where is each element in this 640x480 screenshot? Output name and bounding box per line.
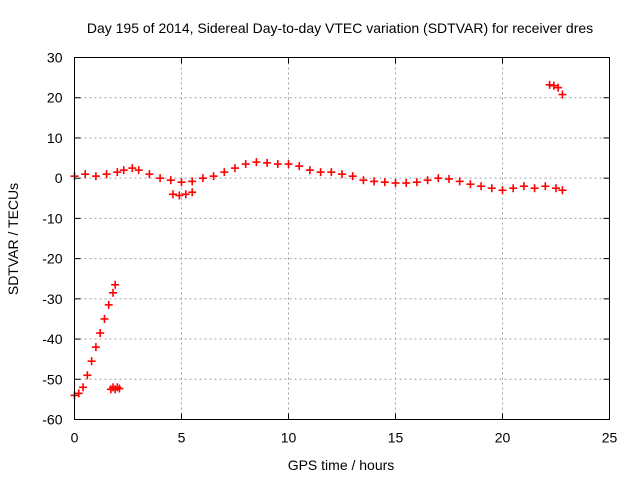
data-point: [552, 184, 560, 193]
data-point: [370, 177, 379, 186]
x-tick-label: 15: [388, 430, 404, 446]
y-tick-label: -60: [42, 412, 62, 428]
data-point: [487, 184, 496, 193]
data-point: [100, 314, 109, 323]
data-point: [338, 170, 346, 179]
data-point: [434, 174, 443, 183]
axis-ticks: [74, 57, 610, 420]
data-point: [391, 178, 400, 187]
y-tick-label: 30: [47, 50, 63, 66]
data-point: [380, 178, 389, 187]
x-axis-label: GPS time / hours: [288, 457, 395, 473]
y-tick-label: -40: [42, 331, 62, 347]
data-point: [316, 168, 325, 177]
data-point: [188, 177, 197, 186]
data-point: [445, 174, 453, 183]
data-point: [134, 166, 143, 175]
plot-grid: [74, 57, 610, 420]
data-point: [145, 170, 154, 179]
y-axis-label: SDTVAR / TECUs: [5, 183, 21, 295]
data-point: [295, 162, 304, 171]
series-segment-high-cluster: [545, 80, 567, 99]
x-tick-label: 5: [178, 430, 186, 446]
data-point: [111, 280, 120, 289]
data-point: [168, 190, 177, 199]
x-tick-labels: 0 5 10 15 20 25: [71, 430, 618, 446]
data-point: [359, 176, 368, 185]
series-segment-lower-cluster: [106, 383, 124, 394]
data-point: [128, 164, 137, 173]
data-points: [70, 80, 567, 400]
x-tick-label: 20: [495, 430, 511, 446]
data-point: [477, 182, 486, 191]
data-point: [545, 80, 554, 89]
y-tick-label: 10: [47, 130, 63, 146]
data-point: [423, 176, 432, 185]
x-tick-label: 0: [71, 430, 79, 446]
y-tick-label: -20: [42, 251, 62, 267]
y-tick-label: 0: [55, 170, 63, 186]
data-point: [466, 180, 475, 189]
data-point: [231, 164, 239, 173]
data-point: [327, 168, 336, 177]
data-point: [241, 160, 250, 169]
y-tick-labels: 30 20 10 0 -10 -20 -30 -40 -50 -60: [42, 50, 62, 428]
data-point: [83, 371, 92, 380]
data-point: [455, 177, 464, 186]
data-point: [263, 158, 272, 167]
data-point: [348, 172, 357, 181]
data-point: [305, 166, 314, 175]
series-segment-rising-branch: [70, 280, 120, 400]
data-point: [541, 182, 550, 191]
data-point: [87, 357, 96, 366]
data-point: [554, 83, 563, 92]
data-point: [175, 191, 184, 200]
data-point: [209, 172, 218, 181]
data-point: [558, 186, 567, 195]
data-point: [109, 288, 118, 297]
data-point: [252, 158, 261, 167]
x-tick-label: 10: [281, 430, 297, 446]
data-point: [81, 170, 90, 179]
data-point: [91, 172, 100, 181]
data-point: [412, 178, 421, 187]
data-point: [498, 186, 507, 195]
data-point: [177, 178, 186, 187]
data-point: [198, 174, 207, 183]
data-point: [96, 329, 105, 338]
data-point: [558, 90, 567, 99]
data-point: [156, 174, 165, 183]
data-point: [79, 383, 88, 392]
data-point: [549, 81, 558, 90]
data-point: [402, 178, 411, 187]
x-tick-label: 25: [602, 430, 618, 446]
y-tick-label: -10: [42, 210, 62, 226]
data-point: [273, 160, 282, 169]
data-point: [104, 300, 113, 309]
series-segment-main-trace: [70, 158, 567, 195]
data-point: [188, 188, 197, 197]
data-point: [113, 168, 122, 177]
data-point: [181, 190, 190, 199]
data-point: [509, 184, 518, 193]
chart-title: Day 195 of 2014, Sidereal Day-to-day VTE…: [87, 20, 593, 36]
plot-frame: [74, 57, 610, 420]
data-point: [519, 182, 528, 191]
data-point: [102, 170, 111, 179]
y-tick-label: 20: [47, 90, 63, 106]
y-tick-label: -50: [42, 371, 62, 387]
data-point: [119, 166, 128, 175]
data-point: [115, 384, 124, 393]
y-tick-label: -30: [42, 291, 62, 307]
data-point: [166, 176, 175, 185]
data-point: [91, 343, 100, 352]
data-point: [284, 160, 293, 169]
data-point: [220, 168, 229, 177]
data-point: [530, 184, 539, 193]
data-point: [74, 389, 83, 398]
series-segment-dip-near-5h: [168, 188, 197, 200]
